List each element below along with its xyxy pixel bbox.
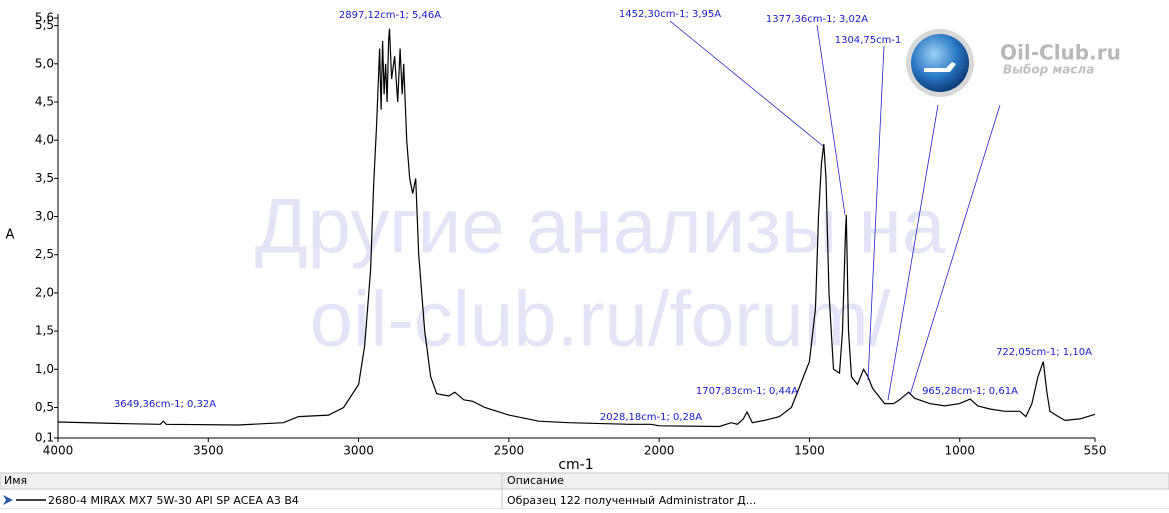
table-cell[interactable]: Образец 122 полученный Administrator Д..…	[507, 494, 756, 507]
logo-name: Oil-Club.ru	[1000, 41, 1121, 65]
watermark: oil-club.ru/forum/	[310, 275, 891, 363]
logo: Oil-Club.ru Выбор масла	[906, 29, 1121, 97]
peak-label: 1304,75cm-1	[835, 35, 902, 46]
y-tick-label: 5,6	[35, 11, 54, 25]
spectrum-line	[57, 28, 1096, 428]
x-tick-label: 4000	[43, 444, 74, 458]
peak-label: 1452,30cm-1; 3,95A	[619, 9, 721, 20]
y-tick-label: 0,1	[35, 431, 54, 445]
watermark: Другие анализы на	[255, 182, 946, 270]
leader-line	[909, 104, 1001, 396]
x-tick-label: 3000	[343, 444, 374, 458]
y-tick-label: 1,5	[35, 324, 54, 338]
table: Имя Описание 2680-4 MIRAX MX7 5W-30 API …	[0, 472, 1169, 510]
y-tick-label: 5,5	[35, 18, 54, 32]
y-tick-label: 0,5	[35, 400, 54, 414]
leader-line	[867, 45, 885, 381]
column-header: Имя	[4, 474, 27, 487]
logo-badge	[911, 34, 969, 92]
column-header: Описание	[507, 474, 564, 487]
x-tick-label: 3500	[193, 444, 224, 458]
y-tick-label: 2,0	[35, 285, 54, 299]
leader-line	[816, 24, 846, 216]
table-cell[interactable]: 2680-4 MIRAX MX7 5W-30 API SP ACEA A3 B4	[48, 494, 299, 507]
y-tick-label: 4,5	[35, 95, 54, 109]
peak-label: 3649,36cm-1; 0,32A	[114, 399, 216, 410]
logo-icon	[924, 62, 956, 72]
leader-line	[669, 20, 824, 147]
logo-tagline: Выбор масла	[1003, 63, 1094, 77]
x-tick-label: 1500	[794, 444, 825, 458]
y-tick-label: 2,5	[35, 247, 54, 261]
peak-label: 2028,18cm-1; 0,28A	[600, 412, 702, 423]
y-tick-label: 4,0	[35, 133, 54, 147]
peak-label: 1707,83cm-1; 0,44A	[696, 386, 798, 397]
x-tick-label: 1000	[944, 444, 975, 458]
peak-label: 965,28cm-1; 0,61A	[922, 386, 1018, 397]
y-tick-label: 3,5	[35, 171, 54, 185]
x-tick-label: 2500	[494, 444, 525, 458]
x-tick-label: 550	[1084, 444, 1107, 458]
y-tick-label: 5,0	[35, 56, 54, 70]
y-tick-label: 3,0	[35, 209, 54, 223]
y-tick-label: 1,0	[35, 362, 54, 376]
x-tick-label: 2000	[644, 444, 675, 458]
y-axis-label: A	[6, 228, 15, 243]
table-header	[0, 472, 1169, 490]
peak-label: 2897,12cm-1; 5,46A	[339, 10, 441, 21]
x-axis-label: cm-1	[558, 457, 593, 473]
row-marker	[3, 495, 13, 505]
peak-label: 722,05cm-1; 1,10A	[996, 347, 1092, 358]
peak-label: 1377,36cm-1; 3,02A	[766, 14, 868, 25]
leader-line	[887, 104, 939, 401]
